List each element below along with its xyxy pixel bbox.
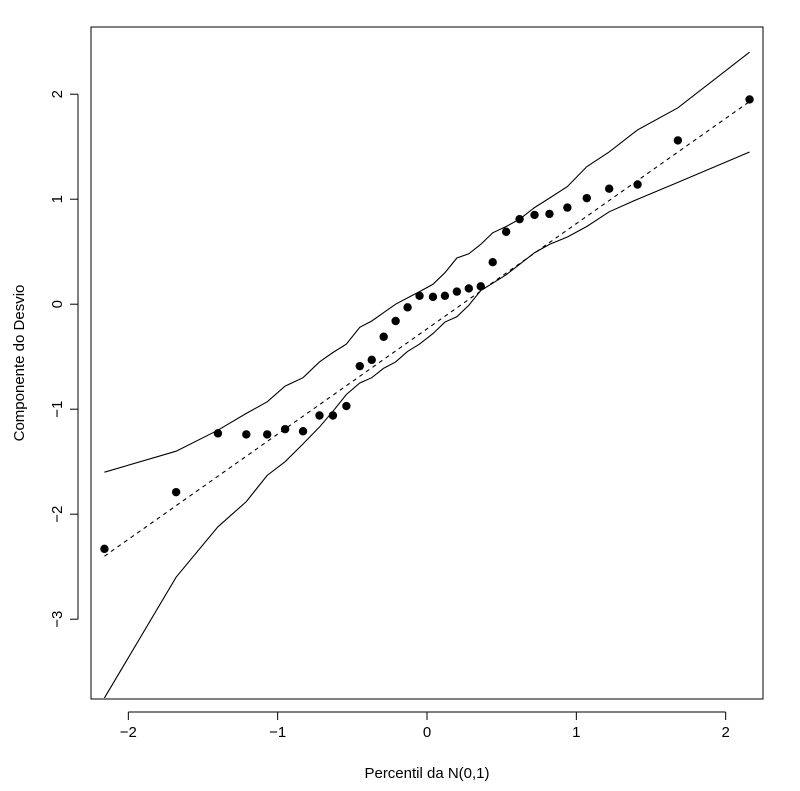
referencia-line (104, 101, 750, 557)
data-point (673, 136, 683, 145)
envelope-superior-line (104, 51, 750, 473)
x-axis: −2 −1 0 1 2 (120, 711, 730, 741)
y-tick-label: −1 (49, 401, 66, 418)
data-point (100, 544, 109, 554)
data-point (488, 258, 497, 267)
data-point (171, 487, 181, 497)
envelope-inferior-line (103, 151, 750, 699)
data-point (355, 361, 364, 371)
data-point (563, 203, 572, 212)
data-point (745, 95, 754, 104)
x-tick-label: −2 (120, 724, 137, 741)
y-tick-label: 2 (49, 90, 66, 98)
data-point (213, 429, 223, 438)
y-tick-label: 0 (49, 300, 66, 308)
data-point (464, 284, 474, 293)
lines-layer (103, 51, 750, 699)
data-point (428, 292, 438, 302)
data-point (501, 227, 511, 236)
data-point (440, 291, 450, 300)
data-point (415, 291, 424, 300)
data-point (367, 355, 376, 365)
data-point (342, 401, 351, 411)
data-point (391, 316, 400, 326)
data-point (582, 193, 591, 203)
x-tick-label: 2 (721, 724, 729, 741)
data-point (452, 287, 462, 296)
data-point (633, 180, 642, 189)
points-layer (100, 95, 754, 554)
y-axis-label: Componente do Desvio (11, 285, 28, 442)
plot-frame (90, 26, 764, 700)
data-point (263, 430, 272, 439)
data-point (298, 427, 308, 436)
x-axis-label: Percentil da N(0,1) (364, 765, 489, 782)
data-point (403, 303, 412, 312)
x-tick-label: −1 (269, 724, 286, 741)
data-point (328, 411, 338, 420)
data-point (242, 430, 251, 439)
data-point (280, 424, 290, 434)
data-point (379, 332, 388, 341)
data-point (545, 209, 554, 219)
x-tick-label: 0 (423, 724, 431, 741)
data-point (515, 214, 524, 224)
data-point (530, 210, 539, 220)
y-axis: −3 −2 −1 0 1 2 (49, 90, 79, 628)
data-point (315, 411, 324, 420)
data-point (476, 282, 485, 291)
data-point (604, 184, 614, 193)
x-tick-label: 1 (572, 724, 580, 741)
y-tick-label: −2 (49, 506, 66, 523)
y-tick-label: 1 (49, 195, 66, 203)
y-tick-label: −3 (49, 611, 66, 628)
